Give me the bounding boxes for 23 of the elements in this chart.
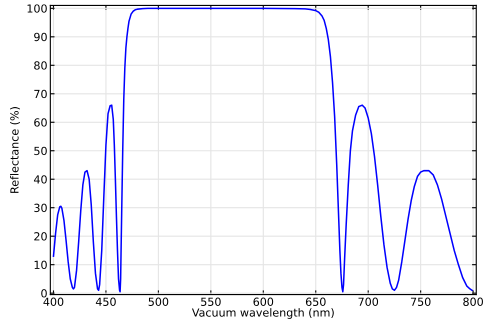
x-tick-label: 700	[358, 298, 378, 306]
x-tick-label: 600	[253, 298, 274, 306]
y-tick-label: 90	[34, 32, 47, 42]
line-series	[52, 8, 473, 292]
y-tick-label: 100	[28, 4, 47, 13]
x-tick-label: 450	[96, 298, 116, 306]
x-tick-label: 500	[148, 298, 168, 306]
y-tick-label: 0	[41, 289, 47, 298]
y-tick-label: 70	[34, 90, 47, 98]
y-tick-label: 60	[34, 118, 47, 127]
x-tick-label: 800	[463, 298, 483, 306]
y-axis-title: Reflectance (%)	[10, 107, 20, 193]
x-tick-label: 750	[410, 298, 431, 306]
x-tick-label: 650	[306, 298, 326, 306]
y-tick-label: 40	[34, 175, 47, 184]
x-tick-label: 400	[43, 298, 64, 306]
y-tick-label: 50	[34, 146, 47, 156]
y-tick-label: 80	[34, 61, 47, 70]
y-tick-label: 10	[34, 260, 47, 270]
y-tick-label: 30	[34, 204, 47, 212]
x-tick-label: 550	[201, 298, 221, 306]
y-tick-label: 20	[34, 232, 47, 241]
x-axis-title: Vacuum wavelength (nm)	[192, 308, 334, 319]
